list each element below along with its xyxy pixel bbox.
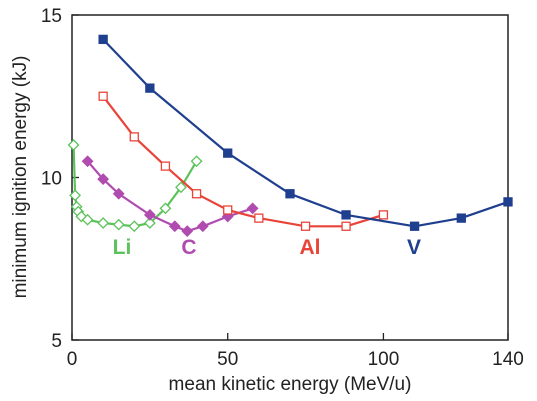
data-point — [81, 213, 94, 226]
data-point — [69, 189, 82, 202]
data-point — [285, 189, 295, 199]
data-point — [246, 202, 259, 215]
axis-ticks: 0 50 100 140 5 10 15 — [41, 6, 524, 370]
x-axis-label: mean kinetic energy (MeV/u) — [169, 374, 412, 395]
data-point — [67, 139, 80, 151]
y-axis-label: minimum ignition energy (kJ) — [10, 56, 31, 299]
data-point — [223, 205, 233, 215]
data-point — [128, 220, 141, 233]
series-v — [98, 34, 513, 231]
data-point — [175, 181, 187, 194]
series-li — [67, 139, 203, 233]
x-tick-label: 100 — [368, 349, 400, 370]
data-point — [97, 173, 110, 186]
y-tick-label: 15 — [41, 6, 62, 27]
data-point — [112, 187, 125, 200]
data-point — [129, 132, 139, 142]
data-point — [341, 210, 351, 220]
series-line-al — [102, 95, 384, 228]
data-point — [254, 213, 264, 223]
data-point — [456, 213, 466, 223]
y-tick-label: 5 — [51, 331, 62, 352]
data-point — [223, 148, 233, 158]
data-point — [181, 225, 194, 238]
data-point — [97, 217, 110, 229]
data-point — [190, 155, 203, 168]
data-point — [300, 221, 311, 231]
data-point — [98, 34, 108, 45]
data-point — [503, 197, 513, 207]
series-tag-li: Li — [113, 236, 132, 259]
data-point — [159, 202, 172, 215]
data-point — [160, 161, 171, 171]
x-tick-label: 140 — [492, 349, 524, 370]
data-point — [409, 221, 420, 231]
data-point — [143, 217, 156, 229]
series-tag-c: C — [181, 236, 196, 259]
series-layer — [67, 34, 513, 238]
series-c — [81, 155, 259, 238]
data-point — [145, 83, 155, 93]
data-point — [98, 91, 108, 101]
series-al — [98, 91, 389, 231]
y-tick-label: 10 — [41, 169, 62, 190]
x-tick-label: 50 — [217, 349, 238, 370]
series-tag-al: Al — [300, 236, 321, 259]
x-tick-label: 0 — [67, 349, 78, 370]
plot-frame — [71, 14, 509, 341]
data-point — [143, 208, 156, 221]
series-tag-v: V — [407, 236, 421, 259]
series-tags: Li C Al V — [113, 236, 421, 259]
data-point — [191, 189, 202, 199]
data-point — [341, 221, 351, 231]
data-point — [378, 210, 389, 220]
data-point — [168, 220, 181, 233]
data-point — [112, 218, 125, 231]
series-line-v — [102, 38, 509, 228]
data-point — [81, 155, 94, 168]
data-point — [196, 220, 209, 233]
